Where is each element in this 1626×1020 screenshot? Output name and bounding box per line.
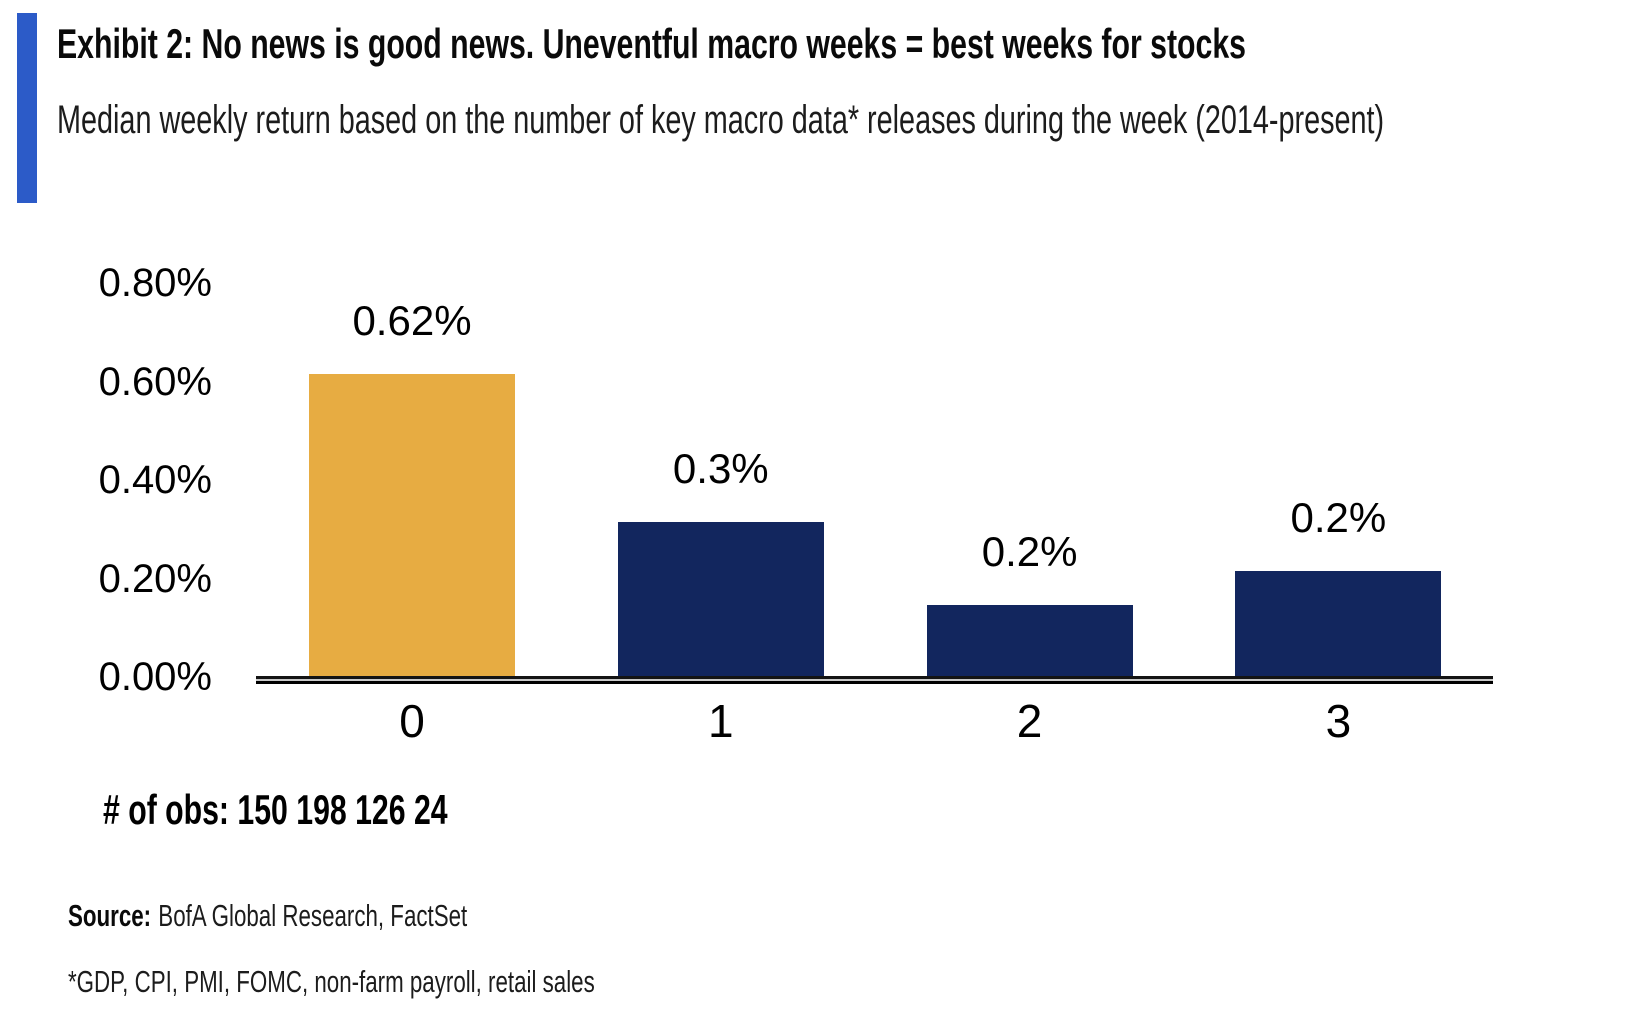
exhibit-title: Exhibit 2: No news is good news. Unevent… [57,20,1246,67]
x-axis-category-label: 1 [708,695,734,747]
bar-0 [309,373,515,679]
y-axis-tick-label: 0.80% [98,261,212,306]
bar-value-label: 0.2% [981,528,1078,576]
bar-value-label: 0.62% [352,296,472,344]
y-axis-tick-label: 0.00% [98,655,212,699]
bar-3 [1235,570,1442,679]
x-axis-line [256,676,1493,684]
x-axis-category-label: 2 [1016,695,1043,747]
observations-note: # of obs: 150 198 126 24 [103,786,448,833]
exhibit-subtitle: Median weekly return based on the number… [57,98,1385,142]
bar-value-label: 0.3% [672,444,769,492]
y-axis-tick-label: 0.20% [98,556,212,601]
source-text: BofA Global Research, FactSet [158,898,468,933]
x-axis-category-label: 0 [399,695,425,747]
bar-1 [617,521,824,679]
source-line: Source: BofA Global Research, FactSet [68,898,467,934]
bar-2 [926,605,1133,679]
footnote: *GDP, CPI, PMI, FOMC, non-farm payroll, … [68,964,595,999]
title-accent-bar [17,13,37,203]
source-label: Source: [68,898,152,933]
y-axis-tick-label: 0.60% [98,359,212,404]
y-axis-tick-label: 0.40% [98,458,212,503]
bar-value-label: 0.2% [1290,493,1387,541]
x-axis-category-label: 3 [1325,695,1352,747]
